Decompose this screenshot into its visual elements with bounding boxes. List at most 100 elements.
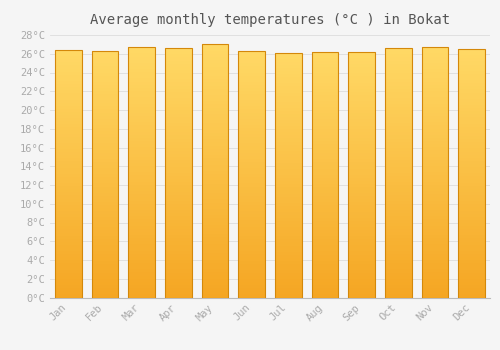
- Bar: [312, 98, 338, 101]
- Bar: [202, 104, 228, 108]
- Bar: [202, 76, 228, 79]
- Bar: [275, 145, 301, 148]
- Bar: [458, 136, 485, 139]
- Bar: [128, 82, 155, 85]
- Bar: [202, 222, 228, 225]
- Bar: [275, 160, 301, 163]
- Bar: [128, 282, 155, 285]
- Bar: [422, 47, 448, 298]
- Bar: [422, 266, 448, 270]
- Bar: [275, 138, 301, 141]
- Bar: [458, 71, 485, 74]
- Bar: [275, 199, 301, 203]
- Bar: [55, 136, 82, 140]
- Bar: [458, 276, 485, 279]
- Bar: [348, 153, 375, 156]
- Bar: [422, 269, 448, 272]
- Bar: [202, 237, 228, 240]
- Bar: [238, 190, 265, 193]
- Bar: [422, 201, 448, 204]
- Bar: [312, 104, 338, 107]
- Bar: [202, 269, 228, 272]
- Bar: [312, 282, 338, 285]
- Bar: [92, 190, 118, 193]
- Bar: [202, 63, 228, 66]
- Bar: [348, 162, 375, 166]
- Bar: [312, 162, 338, 166]
- Bar: [165, 241, 192, 245]
- Bar: [202, 266, 228, 269]
- Bar: [422, 282, 448, 285]
- Bar: [165, 213, 192, 216]
- Bar: [238, 149, 265, 153]
- Bar: [458, 235, 485, 238]
- Bar: [55, 62, 82, 65]
- Bar: [238, 85, 265, 88]
- Bar: [348, 141, 375, 144]
- Bar: [385, 291, 411, 294]
- Bar: [275, 285, 301, 288]
- Bar: [348, 83, 375, 86]
- Bar: [275, 89, 301, 92]
- Bar: [385, 145, 411, 148]
- Bar: [128, 141, 155, 144]
- Bar: [458, 198, 485, 201]
- Bar: [348, 95, 375, 98]
- Bar: [128, 257, 155, 260]
- Bar: [348, 52, 375, 298]
- Bar: [165, 95, 192, 98]
- Bar: [165, 167, 192, 170]
- Bar: [458, 164, 485, 167]
- Bar: [422, 166, 448, 169]
- Bar: [55, 99, 82, 103]
- Bar: [92, 276, 118, 279]
- Bar: [238, 257, 265, 260]
- Bar: [128, 175, 155, 178]
- Bar: [128, 66, 155, 69]
- Bar: [275, 59, 301, 62]
- Bar: [92, 57, 118, 60]
- Bar: [238, 270, 265, 273]
- Bar: [165, 294, 192, 297]
- Bar: [128, 275, 155, 279]
- Bar: [202, 89, 228, 92]
- Bar: [275, 154, 301, 157]
- Bar: [385, 204, 411, 207]
- Bar: [385, 64, 411, 67]
- Bar: [128, 106, 155, 110]
- Bar: [165, 201, 192, 204]
- Bar: [202, 250, 228, 253]
- Bar: [55, 112, 82, 115]
- Bar: [312, 172, 338, 175]
- Bar: [348, 144, 375, 147]
- Bar: [202, 152, 228, 155]
- Bar: [312, 166, 338, 169]
- Bar: [312, 168, 338, 172]
- Bar: [275, 236, 301, 239]
- Bar: [385, 176, 411, 179]
- Bar: [385, 198, 411, 201]
- Bar: [238, 106, 265, 110]
- Bar: [202, 149, 228, 152]
- Bar: [312, 125, 338, 129]
- Bar: [238, 223, 265, 226]
- Bar: [348, 116, 375, 119]
- Bar: [165, 141, 192, 145]
- Bar: [275, 157, 301, 160]
- Bar: [128, 291, 155, 294]
- Bar: [348, 113, 375, 116]
- Bar: [385, 188, 411, 191]
- Bar: [92, 162, 118, 165]
- Bar: [275, 221, 301, 224]
- Bar: [55, 103, 82, 106]
- Bar: [422, 229, 448, 232]
- Bar: [312, 215, 338, 218]
- Bar: [92, 187, 118, 190]
- Bar: [238, 159, 265, 162]
- Bar: [275, 129, 301, 132]
- Bar: [238, 125, 265, 128]
- Bar: [128, 119, 155, 122]
- Bar: [55, 78, 82, 81]
- Bar: [92, 211, 118, 214]
- Bar: [165, 263, 192, 266]
